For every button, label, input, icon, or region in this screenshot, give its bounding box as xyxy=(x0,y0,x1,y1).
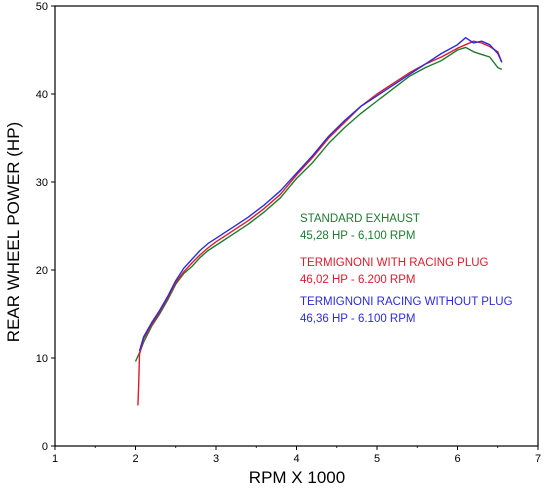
legend-name-3: TERMIGNONI RACING WITHOUT PLUG xyxy=(300,296,513,308)
x-tick-label: 3 xyxy=(213,453,219,465)
y-tick-label: 0 xyxy=(42,441,48,453)
x-tick-label: 1 xyxy=(52,453,58,465)
x-tick-label: 4 xyxy=(293,453,299,465)
y-tick-label: 50 xyxy=(36,1,48,13)
series-line-1 xyxy=(134,46,503,362)
y-tick-label: 10 xyxy=(36,353,48,365)
tick-labels: 1 2 3 4 5 6 7 0 10 20 30 40 50 xyxy=(36,1,541,465)
legend-name-1: STANDARD EXHAUST xyxy=(300,213,420,225)
series-group xyxy=(134,37,503,406)
legend-detail-1: 45,28 HP - 6,100 RPM xyxy=(300,230,416,242)
x-tick-label: 7 xyxy=(535,453,541,465)
y-tick-label: 40 xyxy=(36,89,48,101)
x-axis-title: RPM X 1000 xyxy=(249,468,345,487)
plot-area xyxy=(54,5,539,447)
y-axis-title: REAR WHEEL POWER (HP) xyxy=(4,122,23,342)
legend: STANDARD EXHAUST 45,28 HP - 6,100 RPM TERM… xyxy=(300,213,513,325)
x-tick-label: 6 xyxy=(454,453,460,465)
x-tick-label: 5 xyxy=(374,453,380,465)
y-tick-label: 30 xyxy=(36,177,48,189)
legend-detail-2: 46,02 HP - 6.200 RPM xyxy=(300,274,416,286)
legend-name-2: TERMIGNONI WITH RACING PLUG xyxy=(300,257,489,269)
series-line-2 xyxy=(137,40,503,406)
y-tick-label: 20 xyxy=(36,265,48,277)
plot-background xyxy=(55,6,538,446)
legend-detail-3: 46,36 HP - 6.100 RPM xyxy=(300,313,416,325)
series-line-3 xyxy=(138,37,503,352)
x-tick-label: 2 xyxy=(132,453,138,465)
